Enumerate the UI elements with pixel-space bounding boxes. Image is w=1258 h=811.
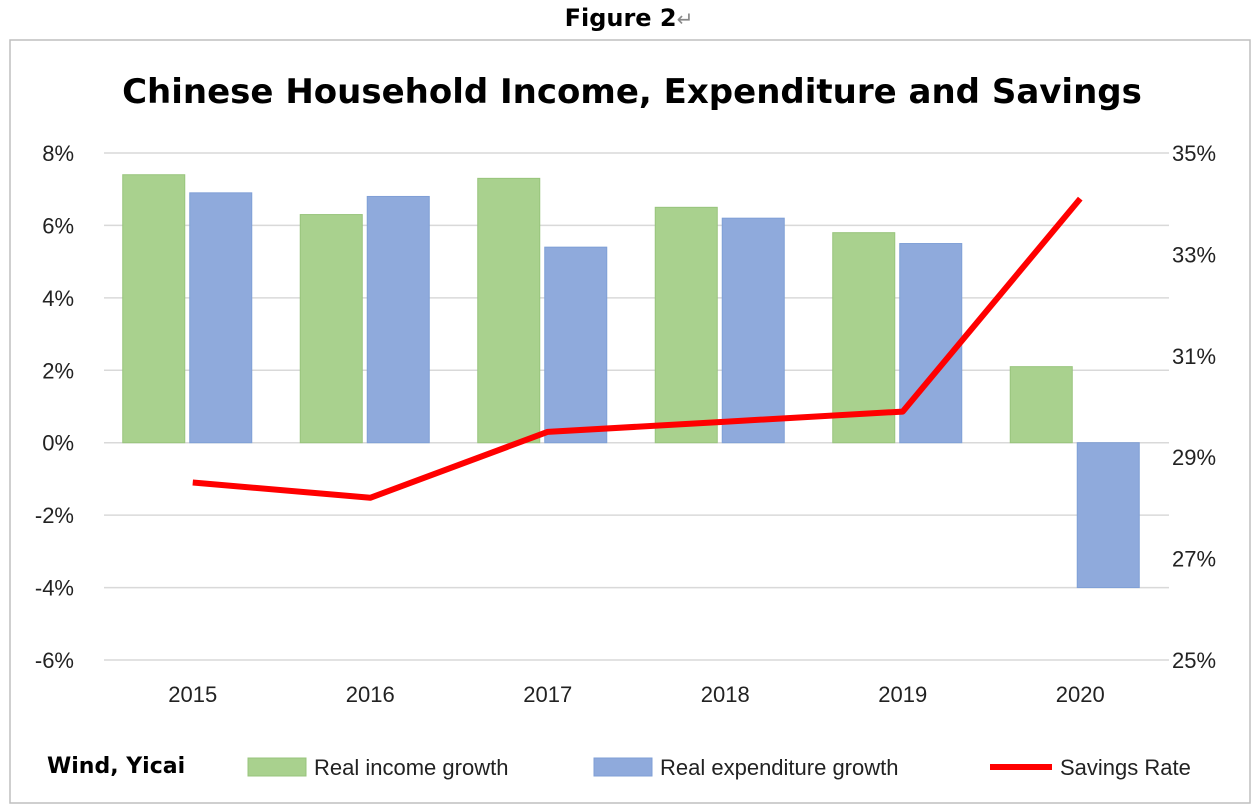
expenditure-bar (189, 192, 253, 444)
legend-swatch (593, 757, 653, 777)
category-label: 2017 (523, 682, 572, 707)
income-bar (654, 206, 718, 444)
savings-rate-line (192, 196, 1083, 501)
category-label: 2020 (1056, 682, 1105, 707)
right-tick-label: 25% (1172, 648, 1216, 673)
category-label: 2016 (346, 682, 395, 707)
source-label: Wind, Yicai (47, 754, 185, 779)
expenditure-bar (899, 243, 963, 444)
income-bar (122, 174, 186, 444)
left-tick-label: 2% (42, 358, 74, 383)
left-tick-label: 0% (42, 431, 74, 456)
left-tick-label: 6% (42, 213, 74, 238)
right-tick-label: 31% (1172, 344, 1216, 369)
right-tick-label: 33% (1172, 242, 1216, 267)
legend-label: Savings Rate (1060, 755, 1191, 780)
legend-label: Real income growth (314, 755, 508, 780)
expenditure-bar (544, 246, 608, 444)
expenditure-bar (721, 217, 785, 444)
return-mark-icon: ↵ (676, 7, 694, 31)
expenditure-bar (1076, 442, 1140, 589)
category-label: 2019 (878, 682, 927, 707)
legend-label: Real expenditure growth (660, 755, 898, 780)
left-tick-label: 4% (42, 286, 74, 311)
income-bar (1009, 366, 1073, 444)
category-label: 2018 (701, 682, 750, 707)
chart-title: Chinese Household Income, Expenditure an… (122, 72, 1142, 112)
left-tick-label: 8% (42, 141, 74, 166)
legend-swatch (247, 757, 307, 777)
left-tick-label: -4% (35, 576, 74, 601)
left-tick-label: -6% (35, 648, 74, 673)
expenditure-bar (366, 195, 430, 444)
figure-label: Figure 2↵ (0, 4, 1258, 32)
right-tick-label: 29% (1172, 445, 1216, 470)
category-label: 2015 (168, 682, 217, 707)
income-bar (832, 232, 896, 444)
right-tick-label: 27% (1172, 547, 1216, 572)
left-tick-label: -2% (35, 503, 74, 528)
income-bar (477, 177, 541, 444)
right-tick-label: 35% (1172, 141, 1216, 166)
income-bar (299, 214, 363, 444)
figure-label-text: Figure 2 (564, 4, 677, 32)
